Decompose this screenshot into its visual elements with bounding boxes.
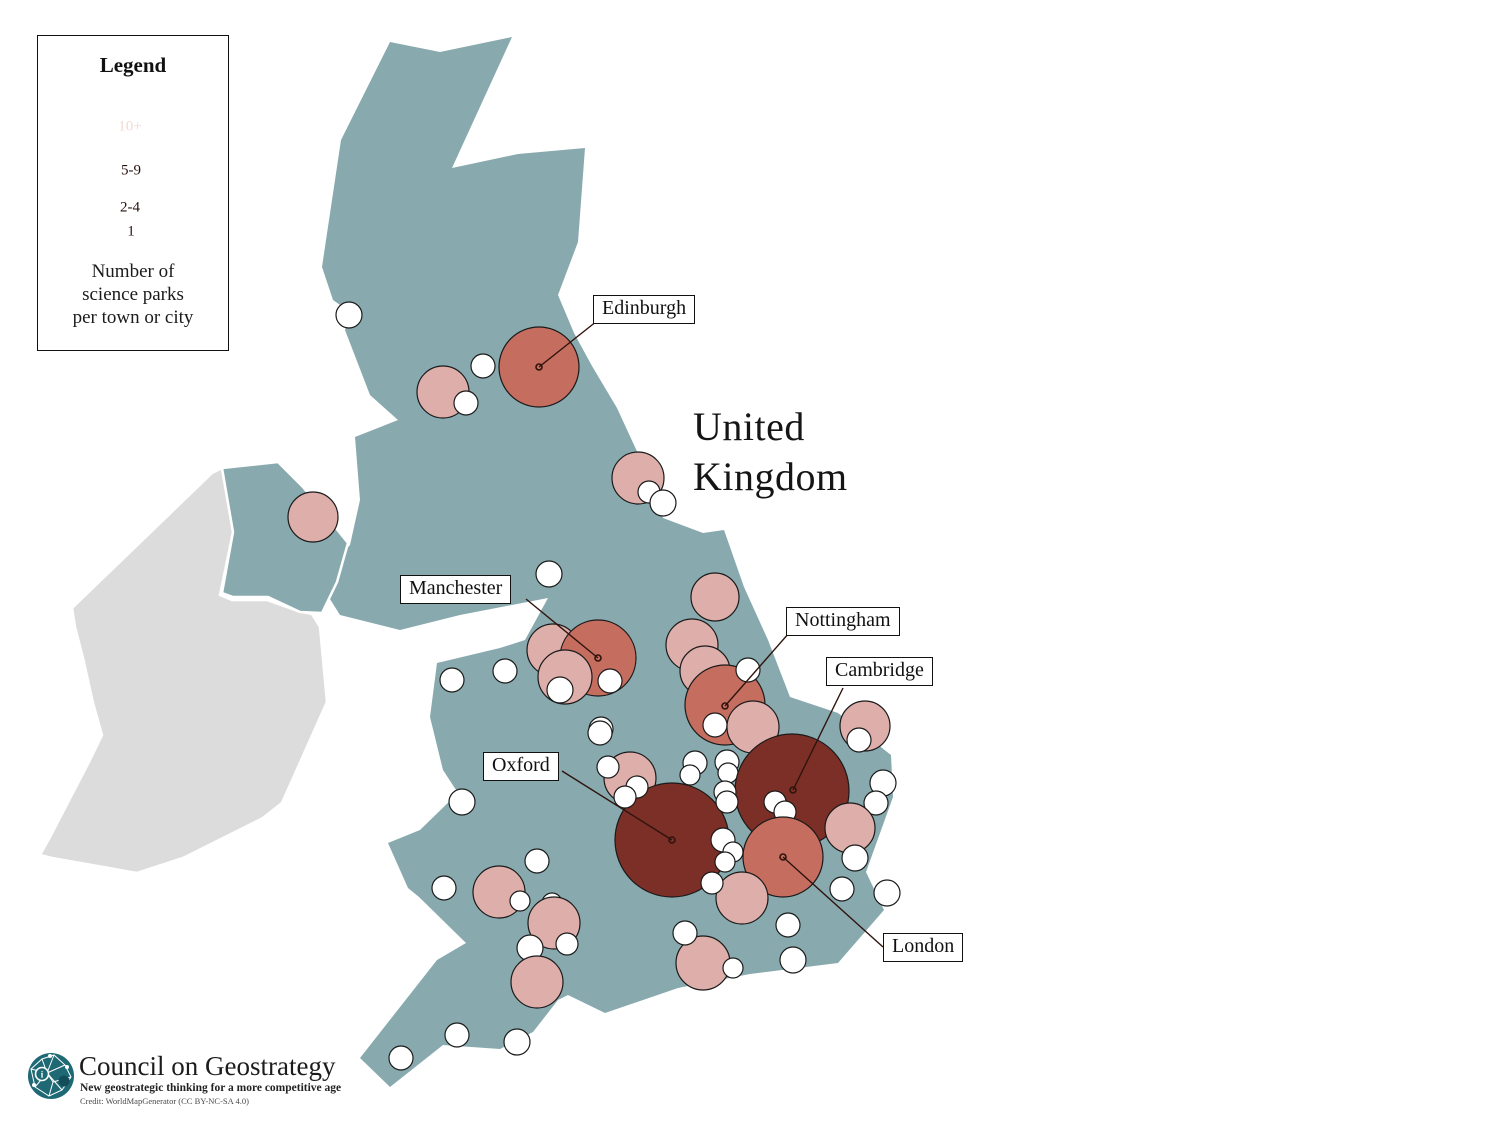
council-on-geostrategy-logo: i <box>28 1053 74 1099</box>
bubble-1-parks <box>587 720 613 746</box>
legend-label-2-4: 2-4 <box>120 199 140 216</box>
bubble-1-parks <box>841 844 869 872</box>
legend-caption-line-1: Number of <box>91 261 175 282</box>
bubble-1-parks <box>439 667 465 693</box>
bubble-1-parks <box>597 668 623 694</box>
leader-line-nottingham <box>724 632 790 707</box>
bubble-2-4-parks <box>510 955 564 1009</box>
bubble-1-parks <box>846 727 872 753</box>
bubble-1-parks <box>829 876 855 902</box>
bubble-1-parks <box>509 890 531 912</box>
bubble-1-parks <box>700 871 724 895</box>
bubble-1-parks <box>715 790 739 814</box>
leader-line-edinburgh <box>538 320 598 368</box>
bubble-1-parks <box>596 755 620 779</box>
bubble-2-4-parks <box>287 491 339 543</box>
country-title: United Kingdom <box>693 402 848 502</box>
bubble-2-4-parks <box>690 572 740 622</box>
legend-panel <box>37 35 229 351</box>
bubble-1-parks <box>649 489 677 517</box>
footer-tagline: New geostrategic thinking for a more com… <box>80 1082 342 1094</box>
northern-ireland-landmass <box>220 460 350 615</box>
science-park-bubbles <box>287 301 901 1071</box>
city-label-manchester: Manchester <box>400 575 512 604</box>
bubble-1-parks <box>714 851 736 873</box>
bubble-1-parks <box>873 879 901 907</box>
anchor-dot-oxford <box>668 836 676 844</box>
bubble-1-parks <box>546 676 574 704</box>
anchor-dot-london <box>779 853 787 861</box>
bubble-1-parks <box>524 848 550 874</box>
bubble-1-parks <box>448 788 476 816</box>
bubble-1-parks <box>679 764 701 786</box>
bubble-1-parks <box>717 762 739 784</box>
bubble-1-parks <box>335 301 363 329</box>
bubble-1-parks <box>503 1028 531 1056</box>
great-britain-landmass <box>318 37 893 1087</box>
svg-text:i: i <box>41 1070 44 1080</box>
city-label-cambridge: Cambridge <box>826 657 933 686</box>
leader-line-cambridge <box>792 687 844 791</box>
legend-label-5-9: 5-9 <box>121 162 141 179</box>
anchor-dot-edinburgh <box>535 363 543 371</box>
leader-line-london <box>782 856 884 948</box>
anchor-dot-nottingham <box>721 702 729 710</box>
bubble-1-parks <box>444 1022 470 1048</box>
anchor-dot-cambridge <box>789 786 797 794</box>
footer-credit: Credit: WorldMapGenerator (CC BY-NC-SA 4… <box>80 1096 249 1106</box>
bubble-1-parks <box>431 875 457 901</box>
bubble-1-parks <box>722 957 744 979</box>
bubble-1-parks <box>735 657 761 683</box>
city-label-oxford: Oxford <box>483 752 559 781</box>
bubble-1-parks <box>702 712 728 738</box>
anchor-dot-manchester <box>594 654 602 662</box>
legend-label-10plus: 10+ <box>118 118 142 135</box>
bubble-2-4-parks <box>715 871 769 925</box>
city-label-edinburgh: Edinburgh <box>593 295 696 324</box>
legend-caption: Number of science parks per town or city <box>37 260 229 329</box>
bubble-1-parks <box>775 912 801 938</box>
bubble-1-parks <box>863 790 889 816</box>
bubble-1-parks <box>613 785 637 809</box>
legend-label-1: 1 <box>127 223 135 240</box>
bubble-1-parks <box>779 946 807 974</box>
bubble-1-parks <box>535 560 563 588</box>
bubble-1-parks <box>672 920 698 946</box>
city-label-nottingham: Nottingham <box>786 607 900 636</box>
footer-org-name: Council on Geostrategy <box>79 1051 336 1081</box>
country-title-line-1: United <box>693 404 805 449</box>
bubble-1-parks <box>453 390 479 416</box>
city-leader-lines <box>525 320 884 948</box>
bubble-1-parks <box>388 1045 414 1071</box>
legend-caption-line-3: per town or city <box>72 307 194 328</box>
ireland-landmass <box>38 466 329 875</box>
bubble-1-parks <box>555 932 579 956</box>
country-title-line-2: Kingdom <box>693 454 848 499</box>
leader-line-manchester <box>525 598 599 659</box>
city-label-london: London <box>883 933 964 962</box>
legend-caption-line-2: science parks <box>82 284 184 305</box>
legend-title: Legend <box>99 53 167 77</box>
bubble-1-parks <box>492 658 518 684</box>
leader-line-oxford <box>561 770 673 841</box>
bubble-1-parks <box>470 353 496 379</box>
